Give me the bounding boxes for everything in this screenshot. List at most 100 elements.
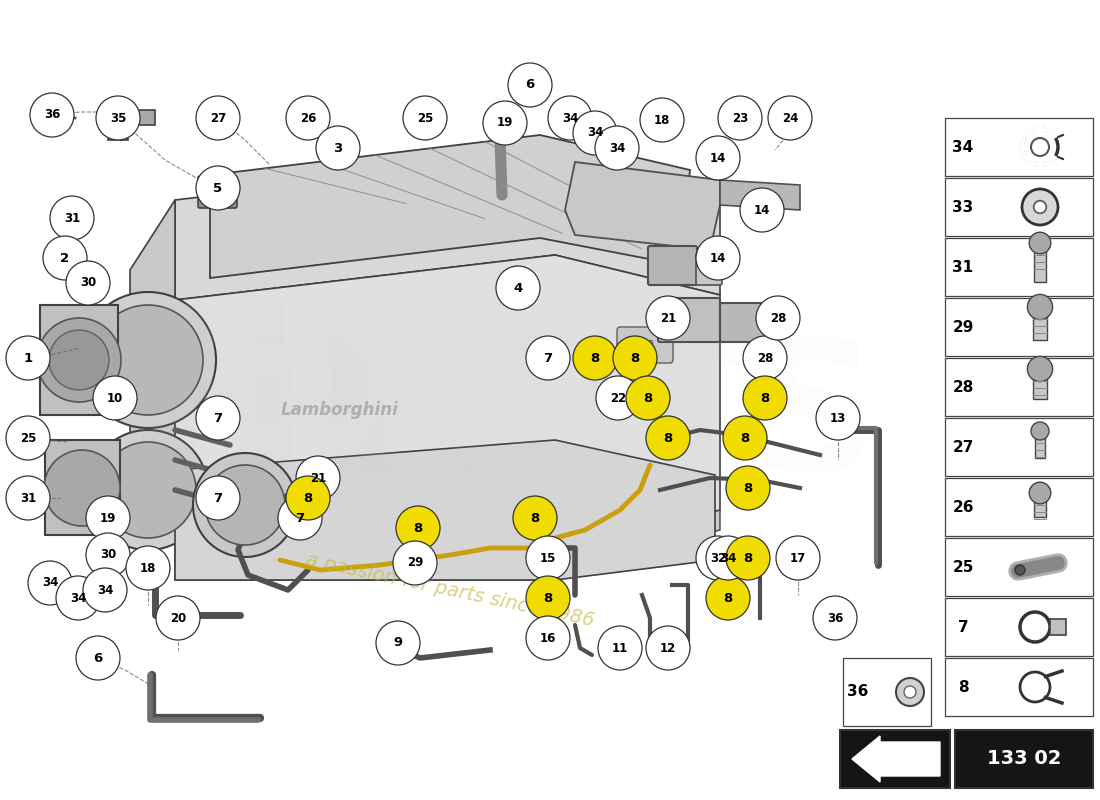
Text: 25: 25 (20, 431, 36, 445)
Circle shape (196, 96, 240, 140)
Circle shape (156, 596, 200, 640)
Bar (945, 418, 1093, 476)
Circle shape (896, 678, 924, 706)
Polygon shape (175, 255, 720, 560)
Circle shape (706, 576, 750, 620)
Text: 8: 8 (744, 482, 752, 494)
Circle shape (66, 261, 110, 305)
Circle shape (726, 466, 770, 510)
Circle shape (483, 101, 527, 145)
Circle shape (756, 296, 800, 340)
Circle shape (646, 626, 690, 670)
Text: 34: 34 (719, 551, 736, 565)
Text: 8: 8 (543, 591, 552, 605)
Circle shape (596, 376, 640, 420)
Circle shape (526, 616, 570, 660)
Circle shape (723, 416, 767, 460)
Circle shape (646, 296, 690, 340)
Text: PARTS: PARTS (240, 332, 880, 508)
Text: 10: 10 (107, 391, 123, 405)
Circle shape (88, 430, 208, 550)
Text: 8: 8 (724, 591, 733, 605)
Text: 28: 28 (770, 311, 786, 325)
Circle shape (1034, 201, 1046, 214)
Circle shape (1015, 565, 1025, 575)
Bar (945, 298, 1093, 356)
Circle shape (726, 536, 770, 580)
Circle shape (286, 96, 330, 140)
Bar (945, 118, 1093, 176)
Circle shape (393, 541, 437, 585)
Text: 6: 6 (526, 78, 535, 91)
Circle shape (43, 236, 87, 280)
Text: 34: 34 (42, 577, 58, 590)
Text: 8: 8 (760, 391, 770, 405)
Text: 8: 8 (663, 431, 672, 445)
Text: 27: 27 (953, 439, 974, 454)
Text: 14: 14 (710, 151, 726, 165)
Circle shape (86, 533, 130, 577)
Text: 26: 26 (300, 111, 316, 125)
Circle shape (100, 442, 196, 538)
Circle shape (696, 136, 740, 180)
Bar (840, 730, 950, 788)
Text: 6: 6 (94, 651, 102, 665)
Circle shape (508, 63, 552, 107)
Bar (945, 658, 1093, 716)
Text: 25: 25 (417, 111, 433, 125)
Circle shape (740, 188, 784, 232)
Circle shape (196, 396, 240, 440)
Bar (945, 358, 1093, 416)
Text: 29: 29 (953, 319, 974, 334)
FancyBboxPatch shape (198, 176, 236, 208)
Circle shape (1030, 232, 1050, 254)
Text: 34: 34 (69, 591, 86, 605)
Text: 8: 8 (414, 522, 422, 534)
Text: 8: 8 (630, 351, 639, 365)
Text: 15: 15 (540, 551, 557, 565)
Text: 8: 8 (591, 351, 600, 365)
Polygon shape (45, 440, 120, 535)
Text: Lamborghini: Lamborghini (282, 401, 399, 419)
Circle shape (706, 536, 750, 580)
FancyBboxPatch shape (720, 303, 766, 342)
Polygon shape (108, 110, 155, 140)
Text: 36: 36 (847, 685, 869, 699)
Text: 19: 19 (100, 511, 117, 525)
Text: 8: 8 (740, 431, 749, 445)
Polygon shape (175, 440, 715, 580)
Text: 27: 27 (210, 111, 227, 125)
Text: 34: 34 (953, 139, 974, 154)
Circle shape (742, 376, 786, 420)
Text: 4: 4 (514, 282, 522, 294)
Circle shape (573, 111, 617, 155)
Circle shape (396, 506, 440, 550)
Circle shape (513, 496, 557, 540)
Text: 34: 34 (608, 142, 625, 154)
Circle shape (376, 621, 420, 665)
Text: 7: 7 (213, 491, 222, 505)
Text: 28: 28 (757, 351, 773, 365)
FancyBboxPatch shape (696, 253, 722, 285)
Text: 8: 8 (304, 491, 312, 505)
Text: 13: 13 (829, 411, 846, 425)
Circle shape (1031, 422, 1049, 440)
Text: 8: 8 (958, 679, 968, 694)
Polygon shape (852, 736, 940, 782)
Text: 33: 33 (953, 199, 974, 214)
Circle shape (496, 266, 540, 310)
Text: 2: 2 (60, 251, 69, 265)
Bar (1034, 237, 1046, 282)
Text: 26: 26 (953, 499, 974, 514)
Circle shape (94, 376, 138, 420)
Circle shape (1022, 189, 1058, 225)
Text: 31: 31 (20, 491, 36, 505)
Circle shape (403, 96, 447, 140)
Circle shape (192, 453, 297, 557)
Circle shape (598, 626, 642, 670)
Circle shape (904, 686, 916, 698)
Polygon shape (565, 162, 720, 250)
Circle shape (6, 416, 50, 460)
Text: 29: 29 (407, 557, 424, 570)
Circle shape (126, 546, 170, 590)
